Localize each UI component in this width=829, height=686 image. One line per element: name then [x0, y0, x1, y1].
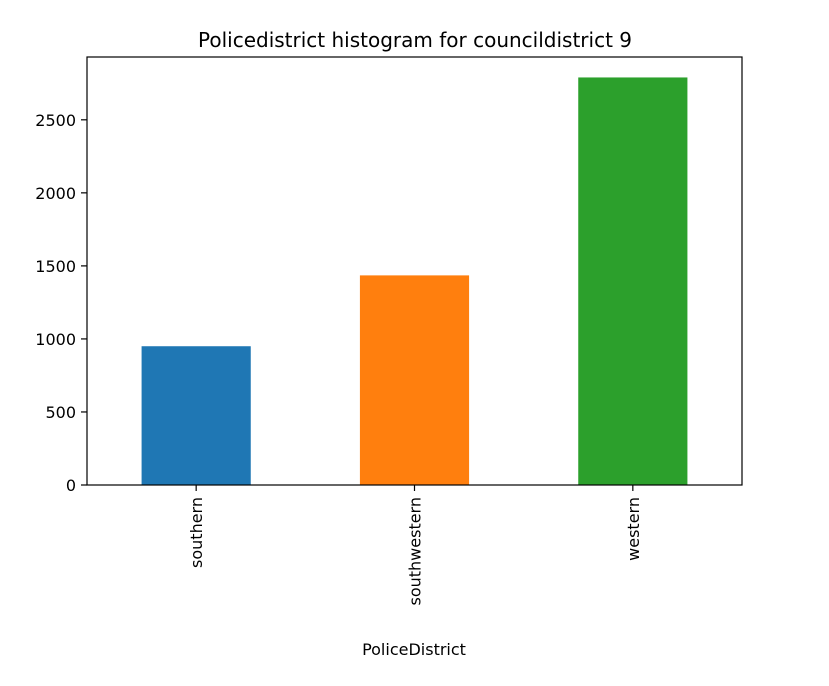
x-tick-label-southwestern: southwestern: [406, 497, 425, 606]
y-tick-label: 1000: [35, 330, 76, 349]
y-tick-label: 2000: [35, 184, 76, 203]
y-axis: 0 500 1000 1500 2000 2500: [35, 111, 87, 495]
x-axis: southern southwestern western: [187, 485, 643, 606]
y-tick-label: 2500: [35, 111, 76, 130]
x-tick-label-southern: southern: [187, 497, 206, 568]
y-tick-label: 0: [66, 476, 76, 495]
y-tick-label: 500: [45, 403, 76, 422]
bars-layer: [141, 77, 688, 486]
chart-title: Policedistrict histogram for councildist…: [198, 28, 632, 52]
x-tick-label-western: western: [624, 497, 643, 561]
bar-western: [578, 77, 688, 486]
x-axis-label: PoliceDistrict: [362, 640, 466, 659]
plot-frame: [86, 56, 743, 486]
bar-southwestern: [359, 275, 470, 485]
y-tick-label: 1500: [35, 257, 76, 276]
bar-southern: [141, 346, 251, 485]
